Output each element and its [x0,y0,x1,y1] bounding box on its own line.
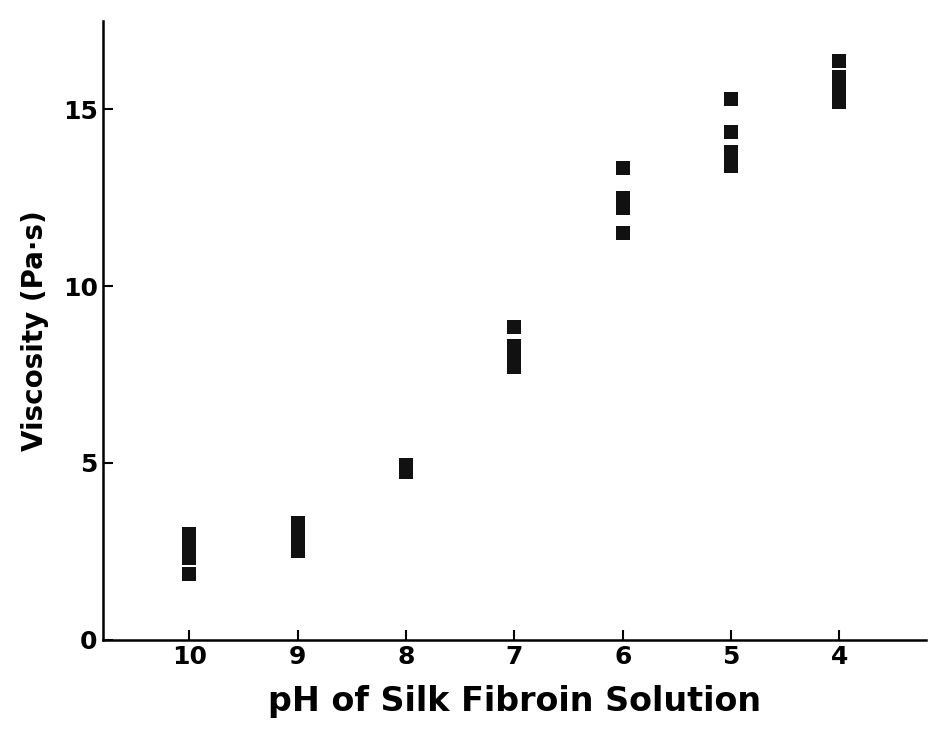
Point [182,542,197,554]
Point [182,568,197,580]
Point [831,96,847,108]
Point [616,191,631,203]
Point [290,528,305,539]
Y-axis label: Viscosity (Pa·s): Viscosity (Pa·s) [21,210,49,451]
Point [182,528,197,539]
Point [399,466,414,477]
Point [182,552,197,564]
Point [724,146,739,157]
Point [831,84,847,95]
Point [507,361,522,373]
Point [507,321,522,333]
Point [290,517,305,529]
Point [399,459,414,471]
Point [724,126,739,138]
Point [831,55,847,67]
Point [724,92,739,104]
Point [831,72,847,84]
Point [290,533,305,545]
Point [616,202,631,214]
Point [616,227,631,239]
Point [724,160,739,171]
Point [290,545,305,557]
Point [507,347,522,359]
X-axis label: pH of Silk Fibroin Solution: pH of Silk Fibroin Solution [268,685,761,718]
Point [507,340,522,352]
Point [616,162,631,174]
